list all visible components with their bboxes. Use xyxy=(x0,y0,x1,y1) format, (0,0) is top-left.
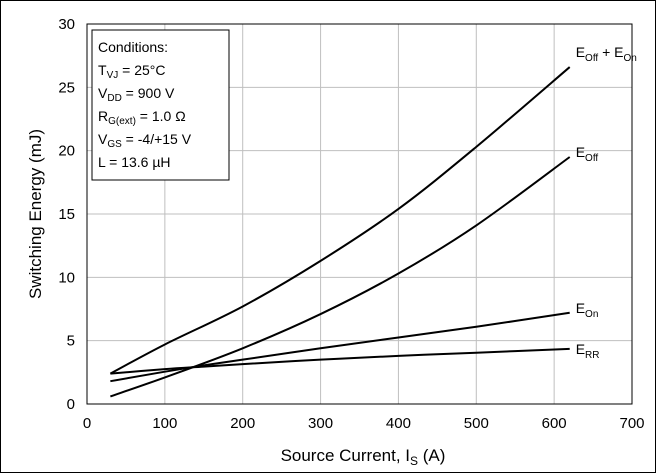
series-label-eoff: EOff xyxy=(576,144,599,164)
conditions-box: Conditions: TVJ = 25°C VDD = 900 V RG(ex… xyxy=(91,29,230,181)
y-tick-label: 5 xyxy=(67,333,75,350)
x-tick-label: 0 xyxy=(83,415,91,432)
x-tick-label: 300 xyxy=(308,415,333,432)
y-tick-label: 10 xyxy=(58,269,75,286)
y-tick-label: 15 xyxy=(58,206,75,223)
condition-rg: RG(ext) = 1.0 Ω xyxy=(98,108,186,127)
x-tick-label: 700 xyxy=(619,415,644,432)
condition-vgs: VGS = -4/+15 V xyxy=(98,131,192,150)
y-tick-label: 20 xyxy=(58,143,75,160)
y-tick-labels: 0 5 10 15 20 25 30 xyxy=(58,16,75,413)
x-tick-label: 500 xyxy=(464,415,489,432)
series-labels: EOff + EOn EOff EOn ERR xyxy=(576,44,637,361)
x-tick-label: 600 xyxy=(542,415,567,432)
series-label-eoff-plus-eon: EOff + EOn xyxy=(576,44,637,64)
series-label-eon: EOn xyxy=(576,300,599,320)
x-tick-label: 200 xyxy=(230,415,255,432)
series-lines xyxy=(109,66,571,398)
conditions-title: Conditions: xyxy=(98,39,168,55)
y-tick-label: 25 xyxy=(58,79,75,96)
condition-vdd: VDD = 900 V xyxy=(98,85,175,104)
x-tick-labels: 0 100 200 300 400 500 600 700 xyxy=(83,415,645,432)
condition-inductance: L = 13.6 µH xyxy=(98,154,171,170)
series-line-eon xyxy=(110,311,570,383)
series-line-err xyxy=(110,347,570,375)
y-tick-label: 0 xyxy=(67,396,75,413)
y-axis-label: Switching Energy (mJ) xyxy=(26,129,45,299)
series-label-err: ERR xyxy=(576,341,600,361)
x-tick-label: 400 xyxy=(386,415,411,432)
series-line-eoff-plus-eon xyxy=(109,66,571,375)
x-tick-label: 100 xyxy=(152,415,177,432)
condition-tvj: TVJ = 25°C xyxy=(98,62,165,81)
series-line-eoff xyxy=(110,156,571,398)
plot-area xyxy=(86,23,633,405)
x-axis-label: Source Current, IS (A) xyxy=(281,446,446,468)
y-tick-label: 30 xyxy=(58,16,75,33)
